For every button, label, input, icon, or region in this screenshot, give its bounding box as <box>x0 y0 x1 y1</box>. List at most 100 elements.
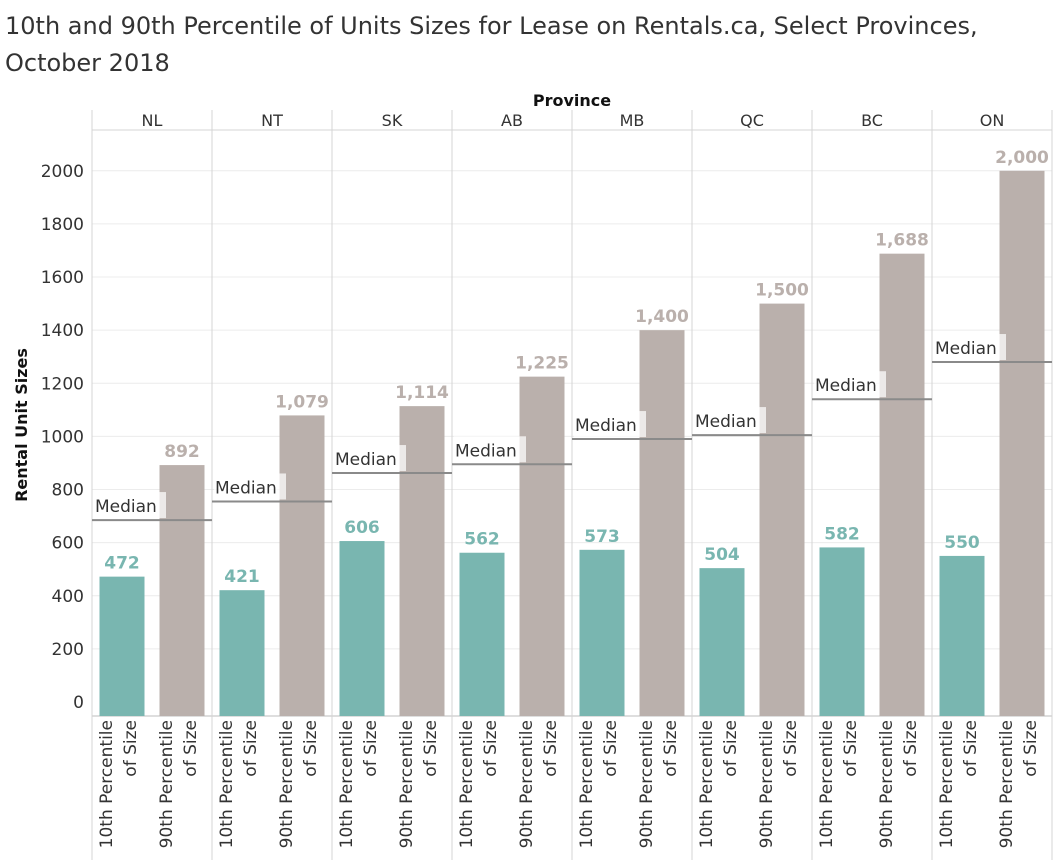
bar-p90-mb <box>639 330 685 716</box>
x-tick-label: of Size <box>901 720 921 777</box>
province-header-nt: NT <box>261 111 283 130</box>
bar-p90-nl <box>159 465 205 716</box>
median-label: Median <box>575 416 637 436</box>
median-label-bg <box>454 436 526 463</box>
data-label: 550 <box>944 533 980 553</box>
bar-p10-qc <box>699 568 745 716</box>
x-tick-label: 90th Percentile <box>637 720 657 848</box>
y-tick-label: 1200 <box>41 374 84 394</box>
x-tick-label: of Size <box>1021 720 1041 777</box>
x-tick-label: of Size <box>301 720 321 777</box>
x-tick-label: 90th Percentile <box>277 720 297 848</box>
data-label: 504 <box>704 545 740 565</box>
bar-p90-sk <box>399 406 445 716</box>
y-tick-label: 2000 <box>41 162 84 182</box>
province-header-nl: NL <box>142 111 163 130</box>
x-tick-label: of Size <box>121 720 141 777</box>
x-tick-label: 10th Percentile <box>97 720 117 848</box>
x-tick-label: 90th Percentile <box>517 720 537 848</box>
x-tick-label: 10th Percentile <box>217 720 237 848</box>
data-label: 573 <box>584 527 620 547</box>
x-tick-label: of Size <box>721 720 741 777</box>
data-label: 472 <box>104 554 140 574</box>
median-label: Median <box>95 497 157 517</box>
x-tick-label: 90th Percentile <box>397 720 417 848</box>
bar-p90-nt <box>279 415 325 716</box>
province-header-on: ON <box>980 111 1005 130</box>
bar-p90-on <box>999 170 1045 717</box>
y-tick-label: 1000 <box>41 427 84 447</box>
median-label: Median <box>815 376 877 396</box>
province-header-mb: MB <box>620 111 645 130</box>
data-label: 1,079 <box>275 392 329 412</box>
data-label: 1,225 <box>515 354 569 374</box>
x-tick-label: of Size <box>361 720 381 777</box>
x-tick-label: of Size <box>601 720 621 777</box>
x-tick-label: of Size <box>661 720 681 777</box>
x-tick-label: of Size <box>241 720 261 777</box>
bar-p10-nt <box>219 590 265 716</box>
x-tick-label: 90th Percentile <box>877 720 897 848</box>
data-label: 562 <box>464 530 500 550</box>
y-tick-label: 0 <box>73 693 84 713</box>
y-tick-label: 600 <box>52 534 84 554</box>
province-header-bc: BC <box>861 111 883 130</box>
province-header-ab: AB <box>501 111 523 130</box>
median-label-bg <box>814 371 886 398</box>
median-label: Median <box>335 450 397 470</box>
x-tick-label: 10th Percentile <box>937 720 957 848</box>
data-label: 582 <box>824 524 860 544</box>
data-label: 2,000 <box>995 148 1049 168</box>
x-tick-label: of Size <box>781 720 801 777</box>
x-tick-label: of Size <box>541 720 561 777</box>
median-label: Median <box>215 478 277 498</box>
x-tick-label: 10th Percentile <box>577 720 597 848</box>
province-header-qc: QC <box>740 111 764 130</box>
x-tick-label: of Size <box>181 720 201 777</box>
y-tick-label: 1600 <box>41 268 84 288</box>
data-label: 421 <box>224 567 260 587</box>
x-tick-label: 10th Percentile <box>457 720 477 848</box>
median-label-bg <box>934 334 1006 361</box>
y-axis-title: Rental Unit Sizes <box>12 348 31 502</box>
x-tick-label: 90th Percentile <box>157 720 177 848</box>
x-tick-label: 90th Percentile <box>997 720 1017 848</box>
data-label: 1,688 <box>875 231 929 251</box>
y-tick-label: 400 <box>52 587 84 607</box>
chart-title: 10th and 90th Percentile of Units Sizes … <box>5 12 978 77</box>
y-tick-label: 200 <box>52 640 84 660</box>
median-label: Median <box>695 412 757 432</box>
median-label: Median <box>455 441 517 461</box>
bar-p10-sk <box>339 541 385 716</box>
bar-p90-bc <box>879 253 925 716</box>
bar-p10-nl <box>99 576 145 716</box>
y-tick-label: 1800 <box>41 215 84 235</box>
median-label-bg <box>214 473 286 500</box>
bar-p10-on <box>939 555 985 716</box>
column-header: Province <box>533 91 611 110</box>
data-label: 606 <box>344 518 380 538</box>
median-label: Median <box>935 339 997 359</box>
x-tick-label: of Size <box>421 720 441 777</box>
x-tick-label: of Size <box>961 720 981 777</box>
y-tick-label: 1400 <box>41 321 84 341</box>
median-label-bg <box>334 445 406 472</box>
median-label-bg <box>694 407 766 434</box>
data-label: 892 <box>164 442 200 462</box>
bar-p90-ab <box>519 376 565 716</box>
bar-p10-mb <box>579 549 625 716</box>
median-label-bg <box>574 411 646 438</box>
data-label: 1,400 <box>635 307 689 327</box>
x-tick-label: 10th Percentile <box>817 720 837 848</box>
x-tick-label: 10th Percentile <box>697 720 717 848</box>
x-tick-label: 10th Percentile <box>337 720 357 848</box>
median-label-bg <box>94 492 166 519</box>
bar-p90-qc <box>759 303 805 716</box>
bar-p10-ab <box>459 552 505 716</box>
x-tick-label: 90th Percentile <box>757 720 777 848</box>
bar-p10-bc <box>819 547 865 716</box>
data-label: 1,114 <box>395 383 449 403</box>
y-tick-label: 800 <box>52 481 84 501</box>
province-header-sk: SK <box>382 111 403 130</box>
